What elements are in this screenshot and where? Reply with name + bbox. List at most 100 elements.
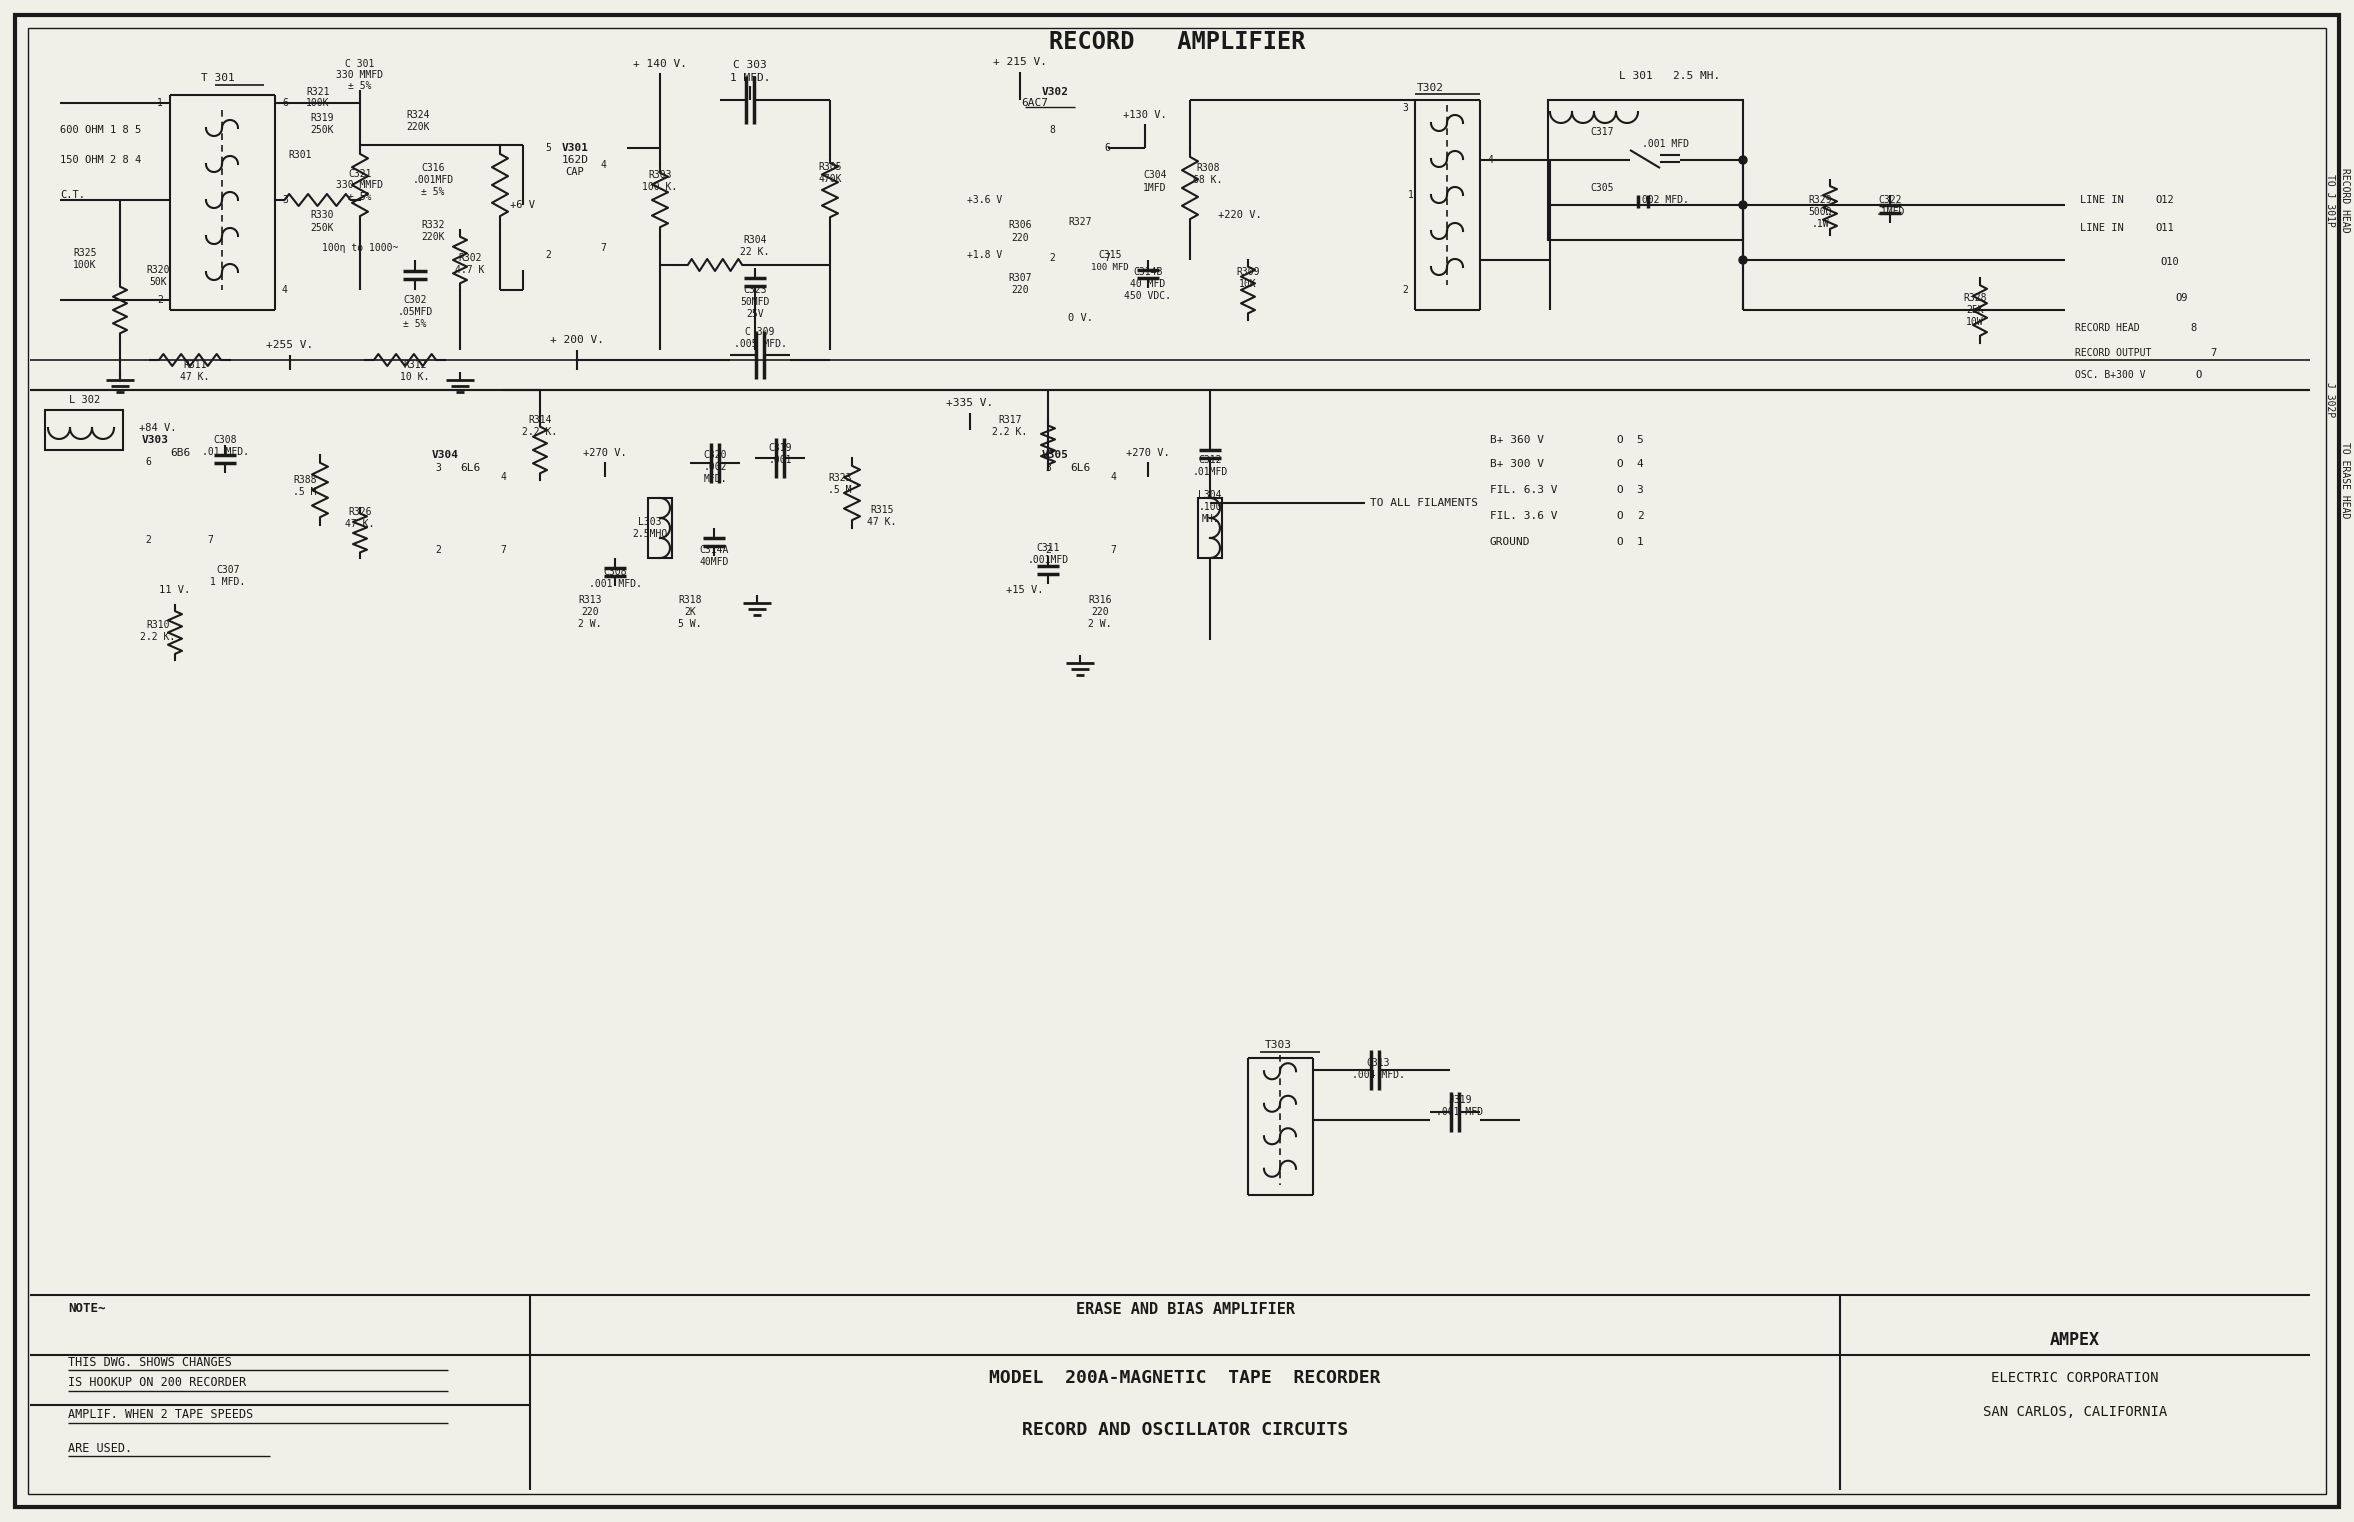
Text: R324: R324 [407, 110, 431, 120]
Text: 100 K.: 100 K. [643, 183, 678, 192]
Text: R326: R326 [348, 507, 372, 517]
Text: 25K: 25K [1966, 304, 1984, 315]
Text: C312: C312 [1198, 455, 1222, 466]
Text: +130 V.: +130 V. [1123, 110, 1168, 120]
Text: R315: R315 [871, 505, 895, 514]
Circle shape [1740, 256, 1747, 263]
Text: 11 V.: 11 V. [160, 584, 191, 595]
Text: 1: 1 [1408, 190, 1415, 199]
Text: .005 MFD.: .005 MFD. [734, 339, 786, 349]
Text: 50MFD: 50MFD [739, 297, 770, 307]
Text: LINE IN: LINE IN [2081, 195, 2123, 205]
Text: R309: R309 [1236, 266, 1259, 277]
Text: 4: 4 [1488, 155, 1492, 164]
Text: 450 VDC.: 450 VDC. [1125, 291, 1172, 301]
Text: R305: R305 [819, 161, 843, 172]
Text: MFD.: MFD. [704, 473, 727, 484]
Text: 47 K.: 47 K. [866, 517, 897, 527]
Text: V301: V301 [563, 143, 588, 154]
Text: 150 OHM 2 8 4: 150 OHM 2 8 4 [59, 155, 141, 164]
Text: 7: 7 [2210, 349, 2215, 358]
Text: L 301   2.5 MH.: L 301 2.5 MH. [1620, 72, 1721, 81]
Text: R304: R304 [744, 234, 767, 245]
Text: 220: 220 [1012, 285, 1029, 295]
Text: 220: 220 [1092, 607, 1109, 616]
Text: OSC. B+300 V: OSC. B+300 V [2074, 370, 2144, 380]
Text: 100η to 1000~: 100η to 1000~ [322, 244, 398, 253]
Text: 2: 2 [1050, 253, 1055, 263]
Text: R317: R317 [998, 416, 1022, 425]
Text: GROUND: GROUND [1490, 537, 1530, 546]
Text: SAN CARLOS, CALIFORNIA: SAN CARLOS, CALIFORNIA [1982, 1405, 2168, 1419]
Text: RECORD OUTPUT: RECORD OUTPUT [2074, 349, 2152, 358]
Text: 0 V.: 0 V. [1066, 314, 1092, 323]
Text: T303: T303 [1264, 1040, 1292, 1050]
Text: ± 5%: ± 5% [403, 320, 426, 329]
Text: 47 K.: 47 K. [181, 371, 210, 382]
Text: J319: J319 [1448, 1094, 1471, 1105]
Text: TO ALL FILAMENTS: TO ALL FILAMENTS [1370, 498, 1478, 508]
Text: C305: C305 [1589, 183, 1612, 193]
Text: 8: 8 [1050, 125, 1055, 135]
Text: IS HOOKUP ON 200 RECORDER: IS HOOKUP ON 200 RECORDER [68, 1376, 247, 1390]
Text: C314B: C314B [1132, 266, 1163, 277]
Text: O9: O9 [2175, 294, 2187, 303]
Text: 3: 3 [1636, 486, 1643, 495]
Text: 10W: 10W [1966, 317, 1984, 327]
Text: R332: R332 [421, 221, 445, 230]
Text: 1 MFD.: 1 MFD. [730, 73, 770, 84]
Text: .001 MFD: .001 MFD [1641, 139, 1688, 149]
Text: 50K: 50K [148, 277, 167, 288]
Text: FIL. 3.6 V: FIL. 3.6 V [1490, 511, 1558, 521]
Text: O12: O12 [2154, 195, 2173, 205]
Text: 2: 2 [146, 536, 151, 545]
Text: R330: R330 [311, 210, 334, 221]
Text: RECORD   AMPLIFIER: RECORD AMPLIFIER [1050, 30, 1304, 53]
Text: 5 W.: 5 W. [678, 619, 701, 629]
Text: AMPEX: AMPEX [2050, 1332, 2100, 1348]
Text: L304: L304 [1198, 490, 1222, 501]
Text: T 301: T 301 [200, 73, 235, 84]
Text: C317: C317 [1589, 126, 1612, 137]
Text: V303: V303 [141, 435, 169, 444]
Text: .001MFD: .001MFD [1026, 556, 1069, 565]
Text: 8: 8 [2189, 323, 2196, 333]
Text: ± 5%: ± 5% [421, 187, 445, 196]
Text: RECORD AND OSCILLATOR CIRCUITS: RECORD AND OSCILLATOR CIRCUITS [1022, 1422, 1349, 1438]
Text: 40MFD: 40MFD [699, 557, 730, 568]
Text: R311: R311 [184, 361, 207, 370]
Text: 5: 5 [1636, 435, 1643, 444]
Text: C 309: C 309 [746, 327, 774, 336]
Text: CAP: CAP [565, 167, 584, 177]
Text: 250K: 250K [311, 125, 334, 135]
Text: .002 MFD.: .002 MFD. [1636, 195, 1688, 205]
Text: 6: 6 [1104, 143, 1111, 154]
Text: + 215 V.: + 215 V. [993, 56, 1048, 67]
Text: R327: R327 [1069, 218, 1092, 227]
Text: R308: R308 [1196, 163, 1219, 174]
Text: O: O [1617, 486, 1624, 495]
Text: R321: R321 [306, 87, 330, 97]
Text: 2: 2 [435, 545, 440, 556]
Text: 2.2 K.: 2.2 K. [993, 428, 1029, 437]
Text: 1 MFD.: 1 MFD. [210, 577, 245, 587]
Text: R302: R302 [459, 253, 483, 263]
Text: 500Ω: 500Ω [1808, 207, 1831, 218]
Text: 3: 3 [282, 195, 287, 205]
Text: 7: 7 [1104, 253, 1111, 263]
Circle shape [1740, 201, 1747, 209]
Text: + 200 V.: + 200 V. [551, 335, 605, 345]
Text: C319: C319 [767, 443, 791, 454]
Text: 600 OHM 1 8 5: 600 OHM 1 8 5 [59, 125, 141, 135]
Text: R325: R325 [73, 248, 97, 259]
Text: 5: 5 [546, 143, 551, 154]
Text: R323: R323 [829, 473, 852, 482]
Text: +270 V.: +270 V. [584, 447, 626, 458]
Bar [1198, 498, 1222, 559]
Text: 220: 220 [581, 607, 598, 616]
Text: 7: 7 [499, 545, 506, 556]
Text: 4: 4 [1636, 460, 1643, 469]
Text: 4: 4 [282, 285, 287, 295]
Text: R316: R316 [1088, 595, 1111, 606]
Text: MODEL  200A-MAGNETIC  TAPE  RECORDER: MODEL 200A-MAGNETIC TAPE RECORDER [989, 1368, 1382, 1387]
